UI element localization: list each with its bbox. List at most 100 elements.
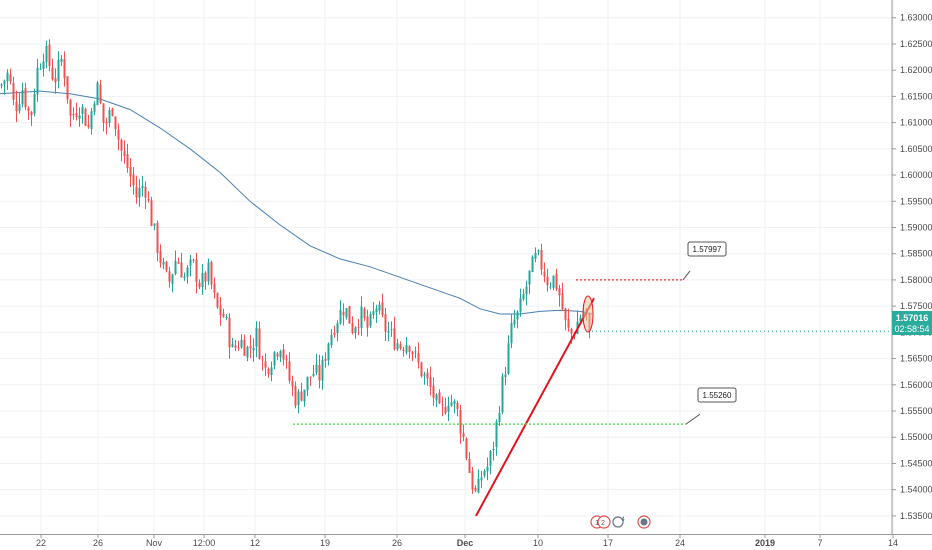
x-tick-label: 7 <box>817 538 822 548</box>
candle-body <box>123 150 126 156</box>
candle-body <box>546 276 549 286</box>
candle-body <box>42 61 45 69</box>
time-axis[interactable]: 22 26 Nov 12:00 12 19 26 Dec 10 17 24 2019 7 14 <box>36 534 898 548</box>
candle-body <box>561 293 564 310</box>
x-tick-label: 12 <box>250 538 260 548</box>
candle-body <box>111 108 114 116</box>
candles-layer <box>0 39 591 494</box>
candle-body <box>333 332 336 335</box>
candle-body <box>342 311 345 316</box>
candle-body <box>312 373 315 376</box>
candle-body <box>159 251 162 263</box>
candle-body <box>267 368 270 374</box>
candle-body <box>402 349 405 351</box>
candle-body <box>408 346 411 352</box>
candle-body <box>489 451 492 466</box>
x-tick-label: 2019 <box>755 538 775 548</box>
price-axis[interactable]: 1.63000 1.62500 1.62000 1.61500 1.61000 1.605… <box>892 13 932 521</box>
candle-body <box>150 200 153 226</box>
candle-body <box>219 305 222 316</box>
candle-body <box>414 351 417 353</box>
candle-body <box>450 402 453 406</box>
candle-body <box>6 72 9 81</box>
candle-body <box>498 412 501 422</box>
candle-body <box>144 186 147 198</box>
x-tick-label: 26 <box>392 538 402 548</box>
support-callout[interactable]: 1.55260 <box>697 387 737 403</box>
candle-body <box>465 438 468 459</box>
candle-body <box>528 270 531 285</box>
candle-body <box>357 327 360 329</box>
candle-body <box>108 110 111 124</box>
countdown-label: 02:58:54 <box>894 324 929 334</box>
candle-body <box>474 487 477 491</box>
candle-body <box>273 352 276 366</box>
candle-body <box>462 433 465 437</box>
candle-body <box>165 261 168 271</box>
x-tick-label: Nov <box>146 538 163 548</box>
candle-body <box>126 154 129 169</box>
candle-body <box>507 343 510 374</box>
y-tick-label: 1.59500 <box>900 196 932 206</box>
event-marker-icon[interactable] <box>612 516 624 528</box>
resistance-callout-label: 1.57997 <box>693 245 722 254</box>
candle-body <box>519 298 522 312</box>
candle-body <box>303 389 306 402</box>
candle-body <box>420 362 423 377</box>
candle-body <box>51 67 54 80</box>
candle-body <box>354 327 357 333</box>
candle-body <box>318 365 321 381</box>
candle-body <box>375 308 378 313</box>
candle-body <box>48 44 51 67</box>
candle-body <box>534 252 537 259</box>
candle-body <box>258 328 261 359</box>
candle-body <box>552 275 555 288</box>
candle-body <box>300 391 303 401</box>
candle-body <box>153 223 156 226</box>
candle-body <box>525 286 528 295</box>
y-tick-label: 1.54000 <box>900 485 932 495</box>
candle-body <box>57 59 60 81</box>
candle-body <box>27 107 30 112</box>
y-tick-label: 1.56500 <box>900 354 932 364</box>
candle-body <box>396 343 399 350</box>
candle-body <box>387 331 390 333</box>
event-markers[interactable]: 1 2 4 <box>590 515 651 529</box>
candle-body <box>66 76 69 100</box>
candle-body <box>417 352 420 363</box>
candle-body <box>129 167 132 177</box>
candle-body <box>45 45 48 63</box>
candle-body <box>207 262 210 282</box>
candle-body <box>540 249 543 270</box>
candle-body <box>372 311 375 315</box>
candle-body <box>168 271 171 282</box>
event-marker-icon[interactable] <box>597 515 611 529</box>
current-candle-highlight[interactable] <box>582 295 594 333</box>
candle-body <box>36 67 39 95</box>
resistance-callout-pointer <box>682 270 691 281</box>
candle-body <box>486 466 489 472</box>
candle-body <box>81 106 84 114</box>
trendline[interactable] <box>475 297 595 517</box>
resistance-callout[interactable]: 1.57997 <box>687 241 727 257</box>
candle-body <box>411 351 414 355</box>
candle-body <box>9 74 12 82</box>
x-tick-label: 26 <box>93 538 103 548</box>
candle-body <box>141 186 144 189</box>
candle-body <box>432 385 435 398</box>
last-price-tag: 1.57016 02:58:54 <box>892 311 932 335</box>
candle-body <box>276 353 279 357</box>
event-marker-label: 4 <box>621 517 625 523</box>
y-tick-label: 1.62000 <box>900 65 932 75</box>
candle-body <box>84 108 87 126</box>
candle-body <box>72 114 75 115</box>
candle-body <box>384 314 387 332</box>
candle-body <box>435 394 438 400</box>
x-tick-label: 14 <box>888 538 898 548</box>
candle-body <box>33 94 36 114</box>
candle-body <box>99 84 102 103</box>
candle-body <box>102 103 105 123</box>
candle-body <box>480 477 483 481</box>
candle-body <box>183 276 186 279</box>
